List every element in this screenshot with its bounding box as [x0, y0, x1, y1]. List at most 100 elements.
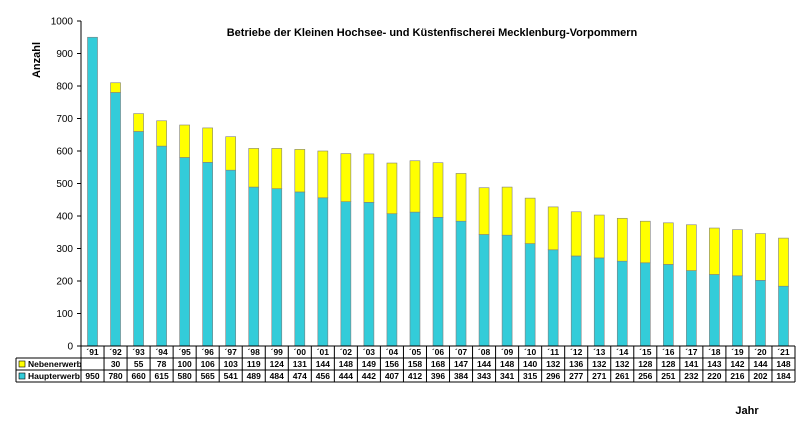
- y-tick-label: 200: [56, 277, 73, 288]
- bar-nebenerwerb: [778, 237, 789, 287]
- y-axis-label: Anzahl: [31, 42, 43, 78]
- data-label: 78: [157, 359, 167, 369]
- data-label: 148: [500, 359, 514, 369]
- data-label: 140: [523, 359, 537, 369]
- y-tick-label: 700: [56, 114, 73, 125]
- bar-nebenerwerb: [156, 120, 167, 147]
- data-label: 277: [569, 371, 583, 381]
- bar-haupterwerb: [179, 157, 190, 347]
- x-tick-label: ´14: [616, 347, 629, 357]
- x-tick-label: ´98: [248, 347, 261, 357]
- bar-haupterwerb: [778, 285, 789, 347]
- y-tick-label: 0: [67, 342, 73, 353]
- data-label: 271: [592, 371, 606, 381]
- bar-nebenerwerb: [455, 173, 467, 222]
- x-tick-label: ´21: [777, 347, 790, 357]
- x-tick-label: ´97: [225, 347, 238, 357]
- x-tick-label: ´99: [271, 347, 284, 357]
- y-tick-label: 800: [56, 82, 73, 93]
- data-label: 256: [638, 371, 652, 381]
- data-label: 615: [155, 371, 169, 381]
- data-label: 156: [385, 359, 399, 369]
- bar-haupterwerb: [225, 169, 237, 347]
- data-label: 136: [569, 359, 583, 369]
- x-tick-label: ´07: [455, 347, 468, 357]
- data-label: 119: [247, 359, 261, 369]
- bar-nebenerwerb: [340, 153, 352, 203]
- data-label: 950: [85, 371, 99, 381]
- data-label: 296: [546, 371, 560, 381]
- data-label: 456: [316, 371, 330, 381]
- data-label: 343: [477, 371, 491, 381]
- x-tick-label: ´93: [132, 347, 145, 357]
- bar-nebenerwerb: [593, 214, 605, 259]
- data-label: 147: [454, 359, 468, 369]
- bar-nebenerwerb: [248, 148, 260, 188]
- bar-nebenerwerb: [570, 211, 582, 257]
- bar-nebenerwerb: [732, 229, 743, 277]
- data-label: 148: [339, 359, 353, 369]
- bar-haupterwerb: [363, 202, 375, 347]
- bar-nebenerwerb: [524, 197, 536, 244]
- bar-nebenerwerb: [202, 127, 213, 163]
- data-label: 484: [270, 371, 284, 381]
- data-label: 168: [431, 359, 445, 369]
- data-label: 128: [638, 359, 652, 369]
- x-tick-label: ´06: [432, 347, 445, 357]
- data-label: 132: [615, 359, 629, 369]
- x-tick-label: ´16: [662, 347, 675, 357]
- x-tick-label: ´13: [593, 347, 606, 357]
- data-label: 103: [224, 359, 238, 369]
- bar-haupterwerb: [547, 249, 559, 347]
- x-tick-label: ´91: [86, 347, 99, 357]
- data-label: 474: [293, 371, 307, 381]
- bars: [87, 36, 789, 347]
- bar-haupterwerb: [340, 201, 352, 347]
- x-tick-label: ´95: [178, 347, 191, 357]
- x-tick-label: ´04: [386, 347, 399, 357]
- bar-haupterwerb: [501, 234, 513, 347]
- data-label: 407: [385, 371, 399, 381]
- bar-haupterwerb: [639, 262, 651, 347]
- data-label: 149: [362, 359, 376, 369]
- bar-nebenerwerb: [133, 113, 144, 132]
- data-label: 341: [500, 371, 514, 381]
- bar-nebenerwerb: [686, 224, 697, 271]
- data-label: 444: [339, 371, 353, 381]
- data-label: 184: [776, 371, 790, 381]
- x-tick-label: ´05: [409, 347, 422, 357]
- x-tick-label: ´11: [547, 347, 559, 357]
- bar-nebenerwerb: [432, 162, 444, 218]
- data-label: 660: [131, 371, 145, 381]
- bar-haupterwerb: [432, 217, 444, 347]
- bar-haupterwerb: [616, 260, 628, 347]
- bar-haupterwerb: [87, 36, 98, 347]
- data-label: 396: [431, 371, 445, 381]
- x-tick-label: ´94: [155, 347, 168, 357]
- bar-nebenerwerb: [409, 160, 421, 213]
- data-label: 158: [408, 359, 422, 369]
- bar-haupterwerb: [202, 162, 213, 347]
- x-tick-label: ´96: [202, 347, 215, 357]
- legend-swatch: [18, 360, 26, 368]
- data-label: 144: [753, 359, 767, 369]
- data-label: 565: [201, 371, 215, 381]
- y-tick-label: 300: [56, 244, 73, 255]
- x-tick-label: ´00: [294, 347, 307, 357]
- data-label: 315: [523, 371, 537, 381]
- bar-haupterwerb: [686, 270, 697, 347]
- bar-haupterwerb: [271, 188, 283, 347]
- bar-nebenerwerb: [179, 124, 190, 158]
- bar-nebenerwerb: [110, 82, 121, 93]
- bar-haupterwerb: [709, 274, 720, 347]
- bar-nebenerwerb: [501, 186, 513, 236]
- x-tick-label: ´09: [501, 347, 514, 357]
- data-label: 442: [362, 371, 376, 381]
- bar-haupterwerb: [248, 186, 260, 347]
- data-label: 143: [707, 359, 721, 369]
- bar-nebenerwerb: [386, 162, 398, 215]
- data-label: 148: [776, 359, 790, 369]
- bar-haupterwerb: [156, 145, 167, 347]
- data-label: 141: [684, 359, 698, 369]
- x-axis-label: Jahr: [735, 405, 759, 417]
